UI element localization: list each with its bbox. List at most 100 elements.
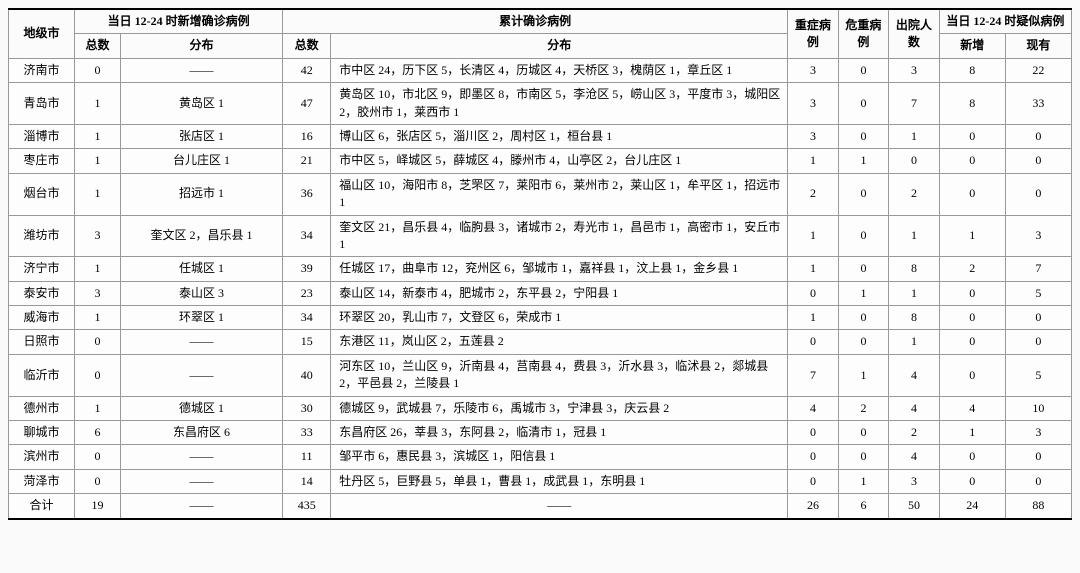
cell-discharged: 1 [889,330,940,354]
cell-susp-new: 2 [939,257,1005,281]
cell-new-dist: —— [120,445,282,469]
table-row: 泰安市3泰山区 323泰山区 14，新泰市 4，肥城市 2，东平县 2，宁阳县 … [9,281,1072,305]
cell-critical: 1 [838,469,889,493]
cell-new-dist: 东昌府区 6 [120,421,282,445]
cell-cum-dist: 泰山区 14，新泰市 4，肥城市 2，东平县 2，宁阳县 1 [331,281,788,305]
cell-critical: 0 [838,257,889,281]
cell-susp-exist: 5 [1005,281,1071,305]
cell-new-dist: —— [120,354,282,396]
cell-new-dist: 黄岛区 1 [120,83,282,125]
cell-discharged: 3 [889,58,940,82]
table-header: 地级市 当日 12-24 时新增确诊病例 累计确诊病例 重症病例 危重病例 出院… [9,9,1072,58]
table-row: 菏泽市 0 ——14牡丹区 5，巨野县 5，单县 1，曹县 1，成武县 1，东明县 … [9,469,1072,493]
cell-cum-dist: 市中区 24，历下区 5，长清区 4，历城区 4，天桥区 3，槐荫区 1，章丘区… [331,58,788,82]
header-cum-total: 总数 [283,34,331,58]
cell-susp-exist: 10 [1005,396,1071,420]
table-row: 烟台市1招远市 136福山区 10，海阳市 8，芝罘区 7，莱阳市 6，莱州市 … [9,173,1072,215]
cell-new-total: 6 [75,421,121,445]
table-row: 德州市1德城区 130德城区 9，武城县 7，乐陵市 6，禹城市 3，宁津县 3… [9,396,1072,420]
cell-new-total: 1 [75,149,121,173]
cell-cum-total: 11 [283,445,331,469]
cell-susp-exist: 33 [1005,83,1071,125]
table-row: 淄博市1张店区 116博山区 6，张店区 5，淄川区 2，周村区 1，桓台县 1… [9,124,1072,148]
cell-susp-new: 0 [939,469,1005,493]
table-row: 青岛市1黄岛区 147黄岛区 10，市北区 9，即墨区 8，市南区 5，李沧区 … [9,83,1072,125]
cell-cum-dist: 市中区 5，峄城区 5，薛城区 4，滕州市 4，山亭区 2，台儿庄区 1 [331,149,788,173]
cell-discharged: 4 [889,445,940,469]
cell-cum-dist: 博山区 6，张店区 5，淄川区 2，周村区 1，桓台县 1 [331,124,788,148]
cell-susp-exist: 0 [1005,173,1071,215]
cell-city: 菏泽市 [9,469,75,493]
cell-new-total: 3 [75,281,121,305]
cell-discharged: 1 [889,124,940,148]
cell-susp-exist: 88 [1005,494,1071,519]
cell-discharged: 8 [889,257,940,281]
cell-susp-new: 24 [939,494,1005,519]
cell-cum-dist: 牡丹区 5，巨野县 5，单县 1，曹县 1，成武县 1，东明县 1 [331,469,788,493]
cell-cum-total: 21 [283,149,331,173]
cell-cum-dist: 福山区 10，海阳市 8，芝罘区 7，莱阳市 6，莱州市 2，莱山区 1，牟平区… [331,173,788,215]
cell-susp-exist: 22 [1005,58,1071,82]
cell-new-total: 1 [75,83,121,125]
cell-new-dist: 泰山区 3 [120,281,282,305]
header-suspected: 当日 12-24 时疑似病例 [939,9,1071,34]
cell-susp-new: 0 [939,124,1005,148]
header-severe: 重症病例 [788,9,839,58]
cell-cum-dist: 任城区 17，曲阜市 12，兖州区 6，邹城市 1，嘉祥县 1，汶上县 1，金乡… [331,257,788,281]
cell-cum-dist: 奎文区 21，昌乐县 4，临朐县 3，诸城市 2，寿光市 1，昌邑市 1，高密市… [331,215,788,257]
cell-severe: 0 [788,281,839,305]
cell-new-total: 1 [75,396,121,420]
cell-new-dist: 任城区 1 [120,257,282,281]
cell-critical: 0 [838,330,889,354]
cell-severe: 7 [788,354,839,396]
cell-new-dist: 奎文区 2，昌乐县 1 [120,215,282,257]
cell-discharged: 1 [889,215,940,257]
cell-city: 日照市 [9,330,75,354]
cell-susp-exist: 0 [1005,469,1071,493]
epidemic-data-table: 地级市 当日 12-24 时新增确诊病例 累计确诊病例 重症病例 危重病例 出院… [8,8,1072,520]
cell-critical: 1 [838,149,889,173]
cell-cum-total: 42 [283,58,331,82]
cell-city: 枣庄市 [9,149,75,173]
cell-critical: 6 [838,494,889,519]
cell-new-total: 0 [75,330,121,354]
header-discharged: 出院人数 [889,9,940,58]
cell-discharged: 8 [889,306,940,330]
cell-susp-new: 0 [939,445,1005,469]
cell-severe: 4 [788,396,839,420]
cell-cum-total: 435 [283,494,331,519]
cell-new-total: 0 [75,58,121,82]
cell-severe: 0 [788,421,839,445]
cell-critical: 0 [838,306,889,330]
table-row: 滨州市0——11邹平市 6，惠民县 3，滨城区 1，阳信县 100400 [9,445,1072,469]
table-row: 临沂市0——40河东区 10，兰山区 9，沂南县 4，莒南县 4，费县 3，沂水… [9,354,1072,396]
cell-discharged: 3 [889,469,940,493]
table-row: 威海市1环翠区 134环翠区 20，乳山市 7，文登区 6，荣成市 110800 [9,306,1072,330]
cell-new-dist: —— [120,469,282,493]
cell-cum-dist: 邹平市 6，惠民县 3，滨城区 1，阳信县 1 [331,445,788,469]
cell-city: 聊城市 [9,421,75,445]
cell-city: 济南市 [9,58,75,82]
cell-severe: 1 [788,306,839,330]
cell-susp-new: 8 [939,83,1005,125]
cell-new-total: 0 [75,445,121,469]
cell-new-dist: —— [120,58,282,82]
cell-city: 威海市 [9,306,75,330]
cell-severe: 0 [788,445,839,469]
table-row: 济南市0——42市中区 24，历下区 5，长清区 4，历城区 4，天桥区 3，槐… [9,58,1072,82]
cell-severe: 1 [788,149,839,173]
cell-severe: 0 [788,469,839,493]
cell-cum-total: 36 [283,173,331,215]
cell-city: 泰安市 [9,281,75,305]
cell-susp-exist: 0 [1005,330,1071,354]
cell-susp-exist: 0 [1005,149,1071,173]
cell-city: 青岛市 [9,83,75,125]
cell-new-dist: —— [120,330,282,354]
cell-susp-new: 0 [939,354,1005,396]
cell-cum-total: 14 [283,469,331,493]
cell-new-total: 1 [75,306,121,330]
cell-critical: 1 [838,281,889,305]
header-cumulative: 累计确诊病例 [283,9,788,34]
table-row: 枣庄市1台儿庄区 121市中区 5，峄城区 5，薛城区 4，滕州市 4，山亭区 … [9,149,1072,173]
header-cum-dist: 分布 [331,34,788,58]
